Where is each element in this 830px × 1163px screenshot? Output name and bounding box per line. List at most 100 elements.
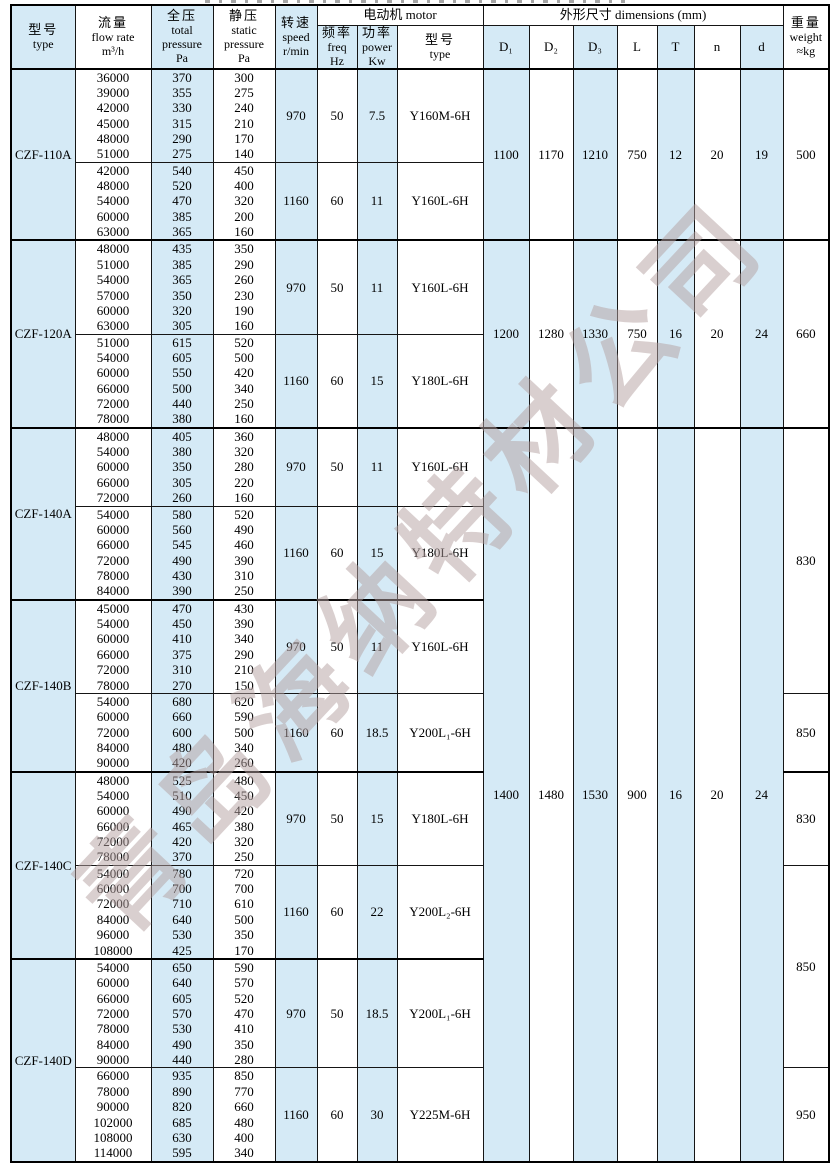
cell-total-pressure: 580 (150, 505, 214, 522)
cell-static-pressure: 770 (212, 1083, 276, 1100)
cell-static-pressure: 275 (212, 84, 276, 101)
cell-flow-rate: 60000 (74, 631, 152, 647)
cell-total-pressure: 570 (150, 1005, 214, 1022)
table-row: 42000 540 450 1160 60 11 Y160L-6H (11, 161, 829, 241)
table-row: 60000 640 570 (11, 975, 829, 991)
cell-motor-type: Y180L-6H (396, 333, 484, 429)
spec-table: 型号 type 流量 flow rate m³/h 全压 total pressure Pa… (10, 4, 830, 1163)
cell-flow-rate: 60000 (74, 803, 152, 819)
cell-total-pressure: 500 (150, 380, 214, 397)
cell-total-pressure: 540 (150, 161, 214, 178)
cell-total-pressure: 370 (150, 849, 214, 866)
cell-static-pressure: 320 (212, 444, 276, 460)
group-header-motor: 电动机 motor (316, 4, 484, 26)
cell-total-pressure: 330 (150, 100, 214, 116)
table-row: 66000 545 460 (11, 537, 829, 553)
table-row: CZF-140B 45000 470 430 970 50 11 Y160L-6H (10, 598, 829, 773)
cell-flow-rate: 60000 (74, 208, 152, 225)
cell-weight: 660 (782, 239, 830, 429)
cell-dim-n: 20 (693, 426, 741, 1163)
table-row: 60000 385 200 (11, 208, 829, 225)
cell-static-pressure: 250 (212, 849, 276, 866)
cell-total-pressure: 310 (150, 662, 214, 678)
cell-total-pressure: 525 (150, 770, 214, 788)
cell-static-pressure: 490 (212, 521, 276, 538)
cell-speed: 970 (274, 598, 318, 694)
cell-static-pressure: 160 (212, 224, 276, 241)
cell-static-pressure: 340 (212, 739, 276, 756)
cell-flow-rate: 42000 (74, 161, 152, 178)
cell-total-pressure: 435 (150, 239, 214, 257)
cell-model: CZF-140A (10, 426, 76, 601)
table-row: 54000 365 260 (11, 272, 829, 288)
cell-freq: 60 (316, 333, 358, 429)
cell-flow-rate: 66000 (74, 646, 152, 663)
cell-motor-type: Y160L-6H (396, 161, 484, 241)
cell-total-pressure: 375 (150, 646, 214, 663)
table-row: 72000 440 250 (11, 396, 829, 412)
cell-motor-type: Y160L-6H (396, 426, 484, 507)
table-row: 57000 350 230 (11, 287, 829, 303)
cell-total-pressure: 935 (150, 1067, 214, 1084)
cell-motor-type: Y200L₁-6H (396, 957, 484, 1069)
cell-static-pressure: 250 (212, 583, 276, 600)
col-header-power: 功率 power Kw (356, 24, 398, 69)
cell-static-pressure: 400 (212, 1129, 276, 1146)
cell-flow-rate: 51000 (74, 256, 152, 273)
group-header-dimensions: 外形尺寸 dimensions (mm) (482, 4, 784, 26)
cell-static-pressure: 450 (212, 161, 276, 178)
cell-motor-type: Y200L₂-6H (396, 864, 484, 960)
table-row: 51000 615 520 1160 60 15 Y180L-6H (11, 333, 829, 429)
cell-total-pressure: 780 (150, 864, 214, 882)
table-row: 63000 365 160 (11, 224, 829, 241)
cell-dim-t: 16 (656, 426, 695, 1163)
cell-flow-rate: 63000 (74, 224, 152, 241)
cell-model: CZF-140B (10, 598, 76, 773)
cell-power: 11 (356, 161, 398, 241)
cell-model: CZF-120A (10, 239, 76, 429)
cell-flow-rate: 39000 (74, 84, 152, 101)
table-row: 108000 630 400 (11, 1129, 829, 1146)
cell-static-pressure: 340 (212, 380, 276, 397)
cell-motor-type: Y225M-6H (396, 1067, 484, 1163)
cell-freq: 60 (316, 692, 358, 773)
cell-flow-rate: 51000 (74, 333, 152, 350)
table-row: 48000 290 170 (11, 130, 829, 147)
table-row: 51000 385 290 (11, 256, 829, 273)
cell-power: 11 (356, 598, 398, 694)
cell-dim-d3: 1330 (572, 239, 618, 429)
col-header-speed: 转速 speed r/min (274, 4, 318, 69)
cell-dim-d: 24 (739, 239, 784, 429)
cell-power: 30 (356, 1067, 398, 1163)
cell-flow-rate: 78000 (74, 567, 152, 584)
cell-static-pressure: 200 (212, 208, 276, 225)
cell-static-pressure: 590 (212, 709, 276, 725)
cell-flow-rate: 72000 (74, 724, 152, 740)
cell-flow-rate: 60000 (74, 709, 152, 725)
table-row: 66000 500 340 (11, 380, 829, 397)
cell-speed: 1160 (274, 161, 318, 241)
cell-total-pressure: 470 (150, 598, 214, 616)
cell-total-pressure: 420 (150, 755, 214, 772)
cell-flow-rate: 66000 (74, 818, 152, 835)
cell-dim-d: 24 (739, 426, 784, 1163)
cell-total-pressure: 545 (150, 537, 214, 553)
cell-total-pressure: 420 (150, 834, 214, 850)
cell-total-pressure: 385 (150, 208, 214, 225)
cell-total-pressure: 710 (150, 896, 214, 912)
col-header-n: n (693, 24, 741, 69)
cell-flow-rate: 78000 (74, 677, 152, 694)
cell-flow-rate: 48000 (74, 177, 152, 194)
cell-total-pressure: 380 (150, 444, 214, 460)
cell-flow-rate: 54000 (74, 787, 152, 804)
cell-power: 11 (356, 239, 398, 335)
table-row: 54000 380 320 (11, 444, 829, 460)
cell-dim-d: 19 (739, 67, 784, 241)
cell-static-pressure: 190 (212, 302, 276, 319)
cell-static-pressure: 500 (212, 349, 276, 366)
cell-static-pressure: 500 (212, 911, 276, 928)
cell-static-pressure: 340 (212, 631, 276, 647)
cell-static-pressure: 620 (212, 692, 276, 710)
cell-flow-rate: 66000 (74, 380, 152, 397)
cell-power: 18.5 (356, 692, 398, 773)
